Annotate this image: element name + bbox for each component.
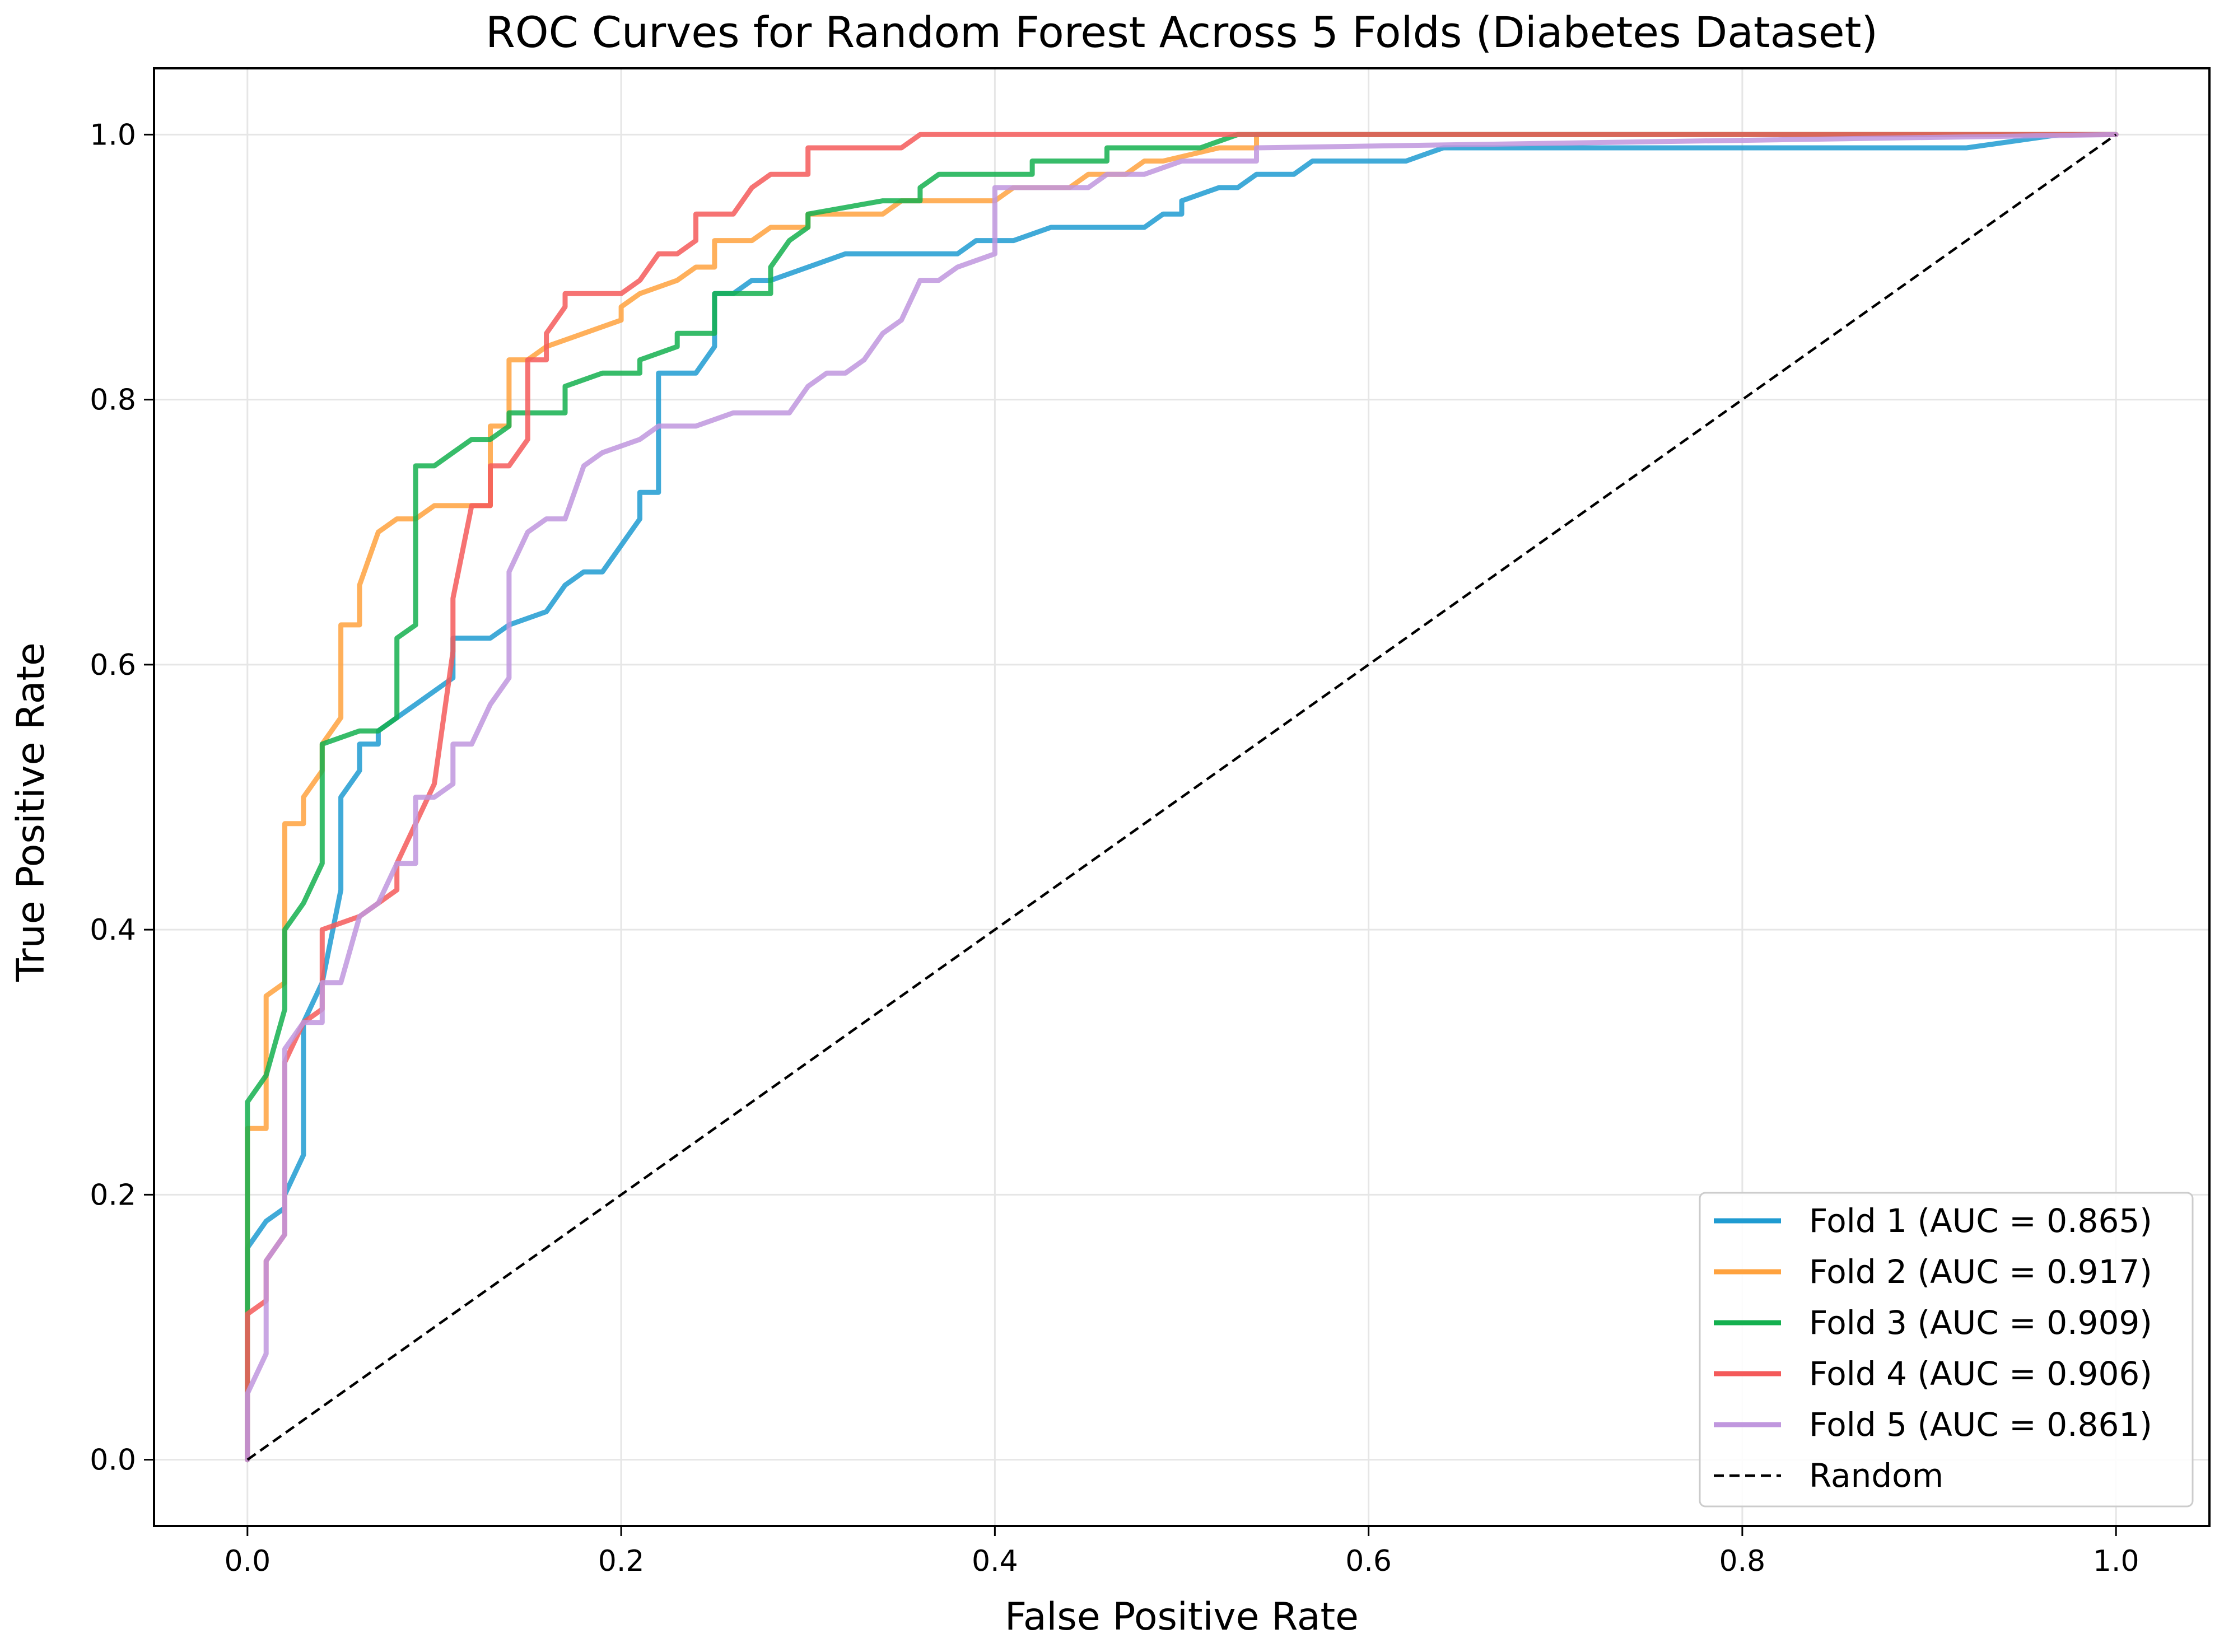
legend-label: Fold 1 (AUC = 0.865) [1809, 1202, 2152, 1240]
legend: Fold 1 (AUC = 0.865) Fold 2 (AUC = 0.917)… [1699, 1192, 2194, 1508]
legend-box [1699, 1192, 2194, 1508]
grid-lines [154, 68, 2209, 1526]
legend-label: Fold 2 (AUC = 0.917) [1809, 1253, 2152, 1291]
legend-label: Fold 5 (AUC = 0.861) [1809, 1406, 2152, 1444]
chart-title: ROC Curves for Random Forest Across 5 Fo… [486, 7, 1878, 57]
fold-5-roc-line [245, 132, 2119, 1463]
x-tick-label: 0.6 [1345, 1544, 1392, 1578]
fold-1-roc-line [245, 132, 2119, 1463]
x-tick-label: 0.8 [1719, 1544, 1766, 1578]
x-tick-label: 0.2 [598, 1544, 645, 1578]
y-tick-label: 0.8 [90, 384, 136, 417]
axis-ticks: 0.0 0.2 0.4 0.6 0.8 1.0 0.0 0.2 0.4 0.6 0.8 1.0 [90, 118, 2139, 1578]
legend-label: Fold 4 (AUC = 0.906) [1809, 1355, 2152, 1393]
x-tick-label: 0.0 [224, 1544, 271, 1578]
x-tick-label: 1.0 [2093, 1544, 2139, 1578]
y-tick-label: 0.6 [90, 648, 136, 682]
random-baseline-line [246, 133, 2117, 1461]
y-tick-label: 0.0 [90, 1444, 136, 1477]
y-tick-label: 1.0 [90, 118, 136, 152]
legend-label: Random [1809, 1457, 1943, 1495]
y-axis-label: True Positive Rate [9, 642, 53, 982]
fold-3-roc-line [245, 132, 2119, 1463]
x-tick-label: 0.4 [972, 1544, 1018, 1578]
plot-frame [153, 67, 2211, 1527]
y-tick-label: 0.4 [90, 913, 136, 947]
series-layer [245, 132, 2119, 1463]
x-axis-label: False Positive Rate [1005, 1595, 1359, 1639]
y-tick-label: 0.2 [90, 1178, 136, 1212]
legend-label: Fold 3 (AUC = 0.909) [1809, 1304, 2152, 1342]
